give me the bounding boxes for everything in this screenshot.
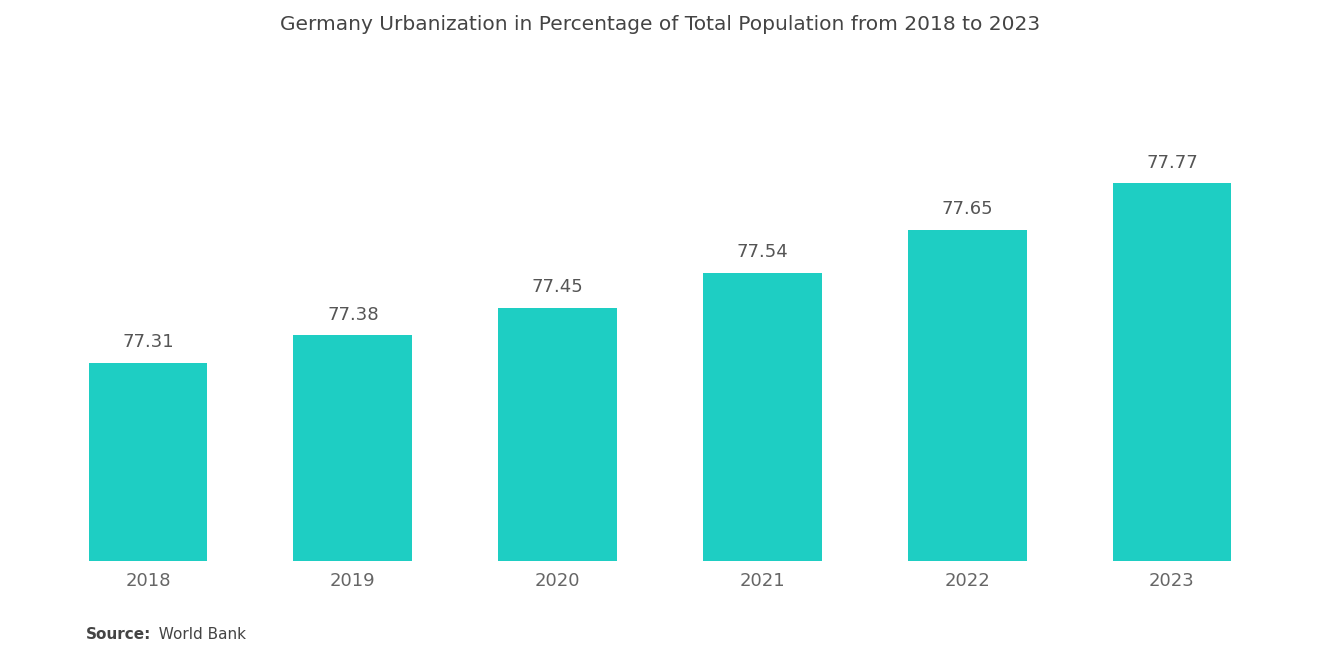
Text: 77.54: 77.54 <box>737 243 788 261</box>
Bar <box>498 308 616 561</box>
Text: Source:: Source: <box>86 626 152 642</box>
Text: 77.45: 77.45 <box>532 279 583 297</box>
Bar <box>908 230 1027 561</box>
Title: Germany Urbanization in Percentage of Total Population from 2018 to 2023: Germany Urbanization in Percentage of To… <box>280 15 1040 34</box>
Text: 77.65: 77.65 <box>941 200 993 219</box>
Bar <box>704 273 822 561</box>
Text: 77.38: 77.38 <box>327 306 379 324</box>
Bar <box>88 362 207 561</box>
Bar <box>293 335 412 561</box>
Text: World Bank: World Bank <box>149 626 246 642</box>
Text: 77.31: 77.31 <box>123 333 174 351</box>
Bar <box>1113 184 1232 561</box>
Text: 77.77: 77.77 <box>1146 154 1197 172</box>
